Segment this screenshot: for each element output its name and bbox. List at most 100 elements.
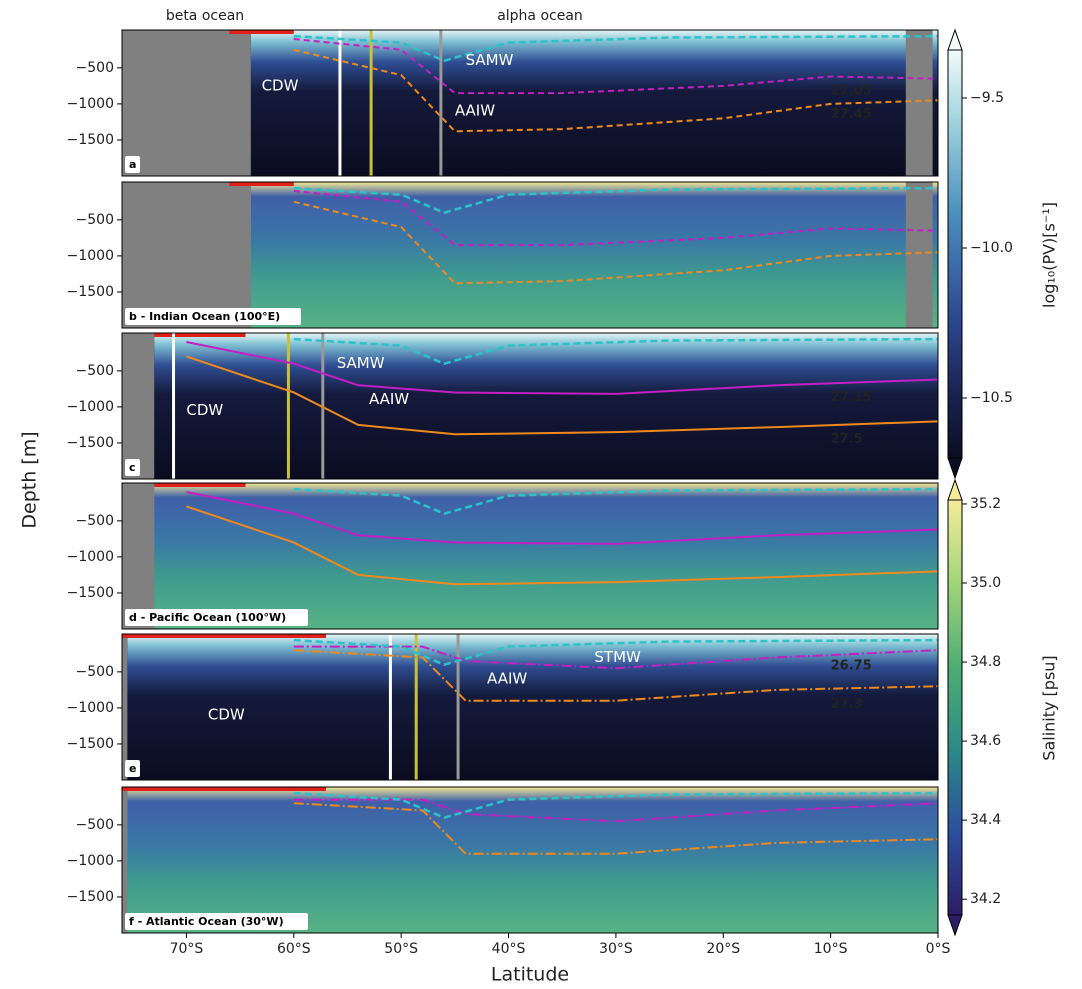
colorbar-extend bbox=[947, 28, 963, 51]
colorbar-tick-label: −10.5 bbox=[970, 390, 1013, 406]
contour bbox=[186, 355, 939, 436]
land bbox=[905, 182, 933, 328]
contour bbox=[186, 341, 939, 395]
contour bbox=[293, 798, 939, 823]
contour-label: 27.45 bbox=[831, 107, 872, 122]
land bbox=[905, 30, 933, 176]
colorbar bbox=[948, 500, 962, 915]
panel-label-box bbox=[125, 459, 140, 476]
contour bbox=[186, 491, 939, 545]
contour bbox=[293, 200, 939, 285]
x-tick-label: 20°S bbox=[706, 941, 740, 957]
water-mass-label: AAIW bbox=[487, 670, 527, 688]
x-tick-label: 50°S bbox=[384, 941, 418, 957]
y-tick-label: −1000 bbox=[67, 248, 114, 264]
panel-label-box bbox=[125, 308, 301, 325]
x-tick-label: 40°S bbox=[492, 941, 526, 957]
contour-label: 27.3 bbox=[831, 697, 863, 712]
frame bbox=[121, 633, 939, 781]
y-tick-label: −500 bbox=[76, 212, 114, 228]
water-mass-label: SAMW bbox=[337, 354, 385, 372]
water-mass-label: SAMW bbox=[466, 51, 514, 69]
y-tick-label: −1500 bbox=[67, 889, 114, 905]
x-tick-label: 70°S bbox=[170, 941, 204, 957]
contour-label: 27.05 bbox=[831, 83, 872, 98]
panel-label-box bbox=[125, 913, 308, 930]
mixed-layer bbox=[293, 34, 939, 62]
colorbar-frame bbox=[947, 49, 963, 459]
frame bbox=[121, 181, 939, 329]
land bbox=[122, 333, 155, 479]
land bbox=[122, 787, 128, 933]
panel-label: e bbox=[129, 762, 136, 775]
contour-label: 26.75 bbox=[831, 659, 872, 674]
y-tick-label: −1500 bbox=[67, 132, 114, 148]
colorbar-tick-label: 34.2 bbox=[970, 891, 1001, 907]
colorbar-tick-label: 35.0 bbox=[970, 575, 1001, 591]
field bbox=[127, 634, 939, 780]
y-tick-label: −500 bbox=[76, 60, 114, 76]
y-tick-label: −1000 bbox=[67, 853, 114, 869]
colorbar-tick-label: 34.6 bbox=[970, 733, 1001, 749]
ice-bar bbox=[229, 30, 294, 34]
land bbox=[122, 182, 251, 328]
frame bbox=[121, 786, 939, 934]
y-tick-label: −1000 bbox=[67, 399, 114, 415]
y-tick-label: −1500 bbox=[67, 585, 114, 601]
colorbar-extend bbox=[947, 457, 963, 480]
y-tick-label: −1500 bbox=[67, 435, 114, 451]
panel-label: c bbox=[129, 461, 136, 474]
ice-bar bbox=[154, 333, 246, 337]
mixed-layer bbox=[293, 186, 939, 214]
y-tick-label: −1000 bbox=[67, 549, 114, 565]
frame bbox=[121, 332, 939, 480]
land bbox=[122, 634, 128, 780]
colorbar bbox=[948, 50, 962, 458]
land bbox=[122, 483, 155, 629]
field bbox=[250, 30, 938, 176]
contour bbox=[293, 645, 939, 670]
land bbox=[122, 30, 251, 176]
colorbar-tick-label: 34.4 bbox=[970, 812, 1001, 828]
field bbox=[154, 483, 939, 629]
water-mass-label: CDW bbox=[262, 76, 299, 94]
x-axis-label: Latitude bbox=[491, 964, 569, 986]
field bbox=[127, 787, 939, 933]
x-tick-label: 10°S bbox=[814, 941, 848, 957]
colorbar-label: Salinity [psu] bbox=[1040, 655, 1059, 760]
contour bbox=[293, 190, 939, 247]
frame bbox=[121, 29, 939, 177]
y-tick-label: −1500 bbox=[67, 284, 114, 300]
contour bbox=[293, 38, 939, 95]
y-tick-label: −500 bbox=[76, 513, 114, 529]
panel-label-box bbox=[125, 760, 140, 777]
ice-bar bbox=[229, 182, 294, 186]
panel-label: b - Indian Ocean (100°E) bbox=[129, 310, 280, 323]
mixed-layer bbox=[293, 638, 939, 666]
water-mass-label: CDW bbox=[186, 401, 223, 419]
contour bbox=[293, 802, 939, 855]
ice-bar bbox=[154, 483, 246, 487]
colorbar-extend bbox=[947, 914, 963, 937]
field bbox=[154, 333, 939, 479]
y-tick-label: −1500 bbox=[67, 736, 114, 752]
water-mass-label: CDW bbox=[208, 706, 245, 724]
colorbar-frame bbox=[947, 499, 963, 916]
y-tick-label: −1000 bbox=[67, 700, 114, 716]
panel-label: f - Atlantic Ocean (30°W) bbox=[129, 915, 284, 928]
water-mass-label: STMW bbox=[594, 648, 641, 666]
x-tick-label: 30°S bbox=[599, 941, 633, 957]
colorbar-tick-label: −9.5 bbox=[970, 90, 1004, 106]
panel-label: d - Pacific Ocean (100°W) bbox=[129, 611, 286, 624]
top-label: beta ocean bbox=[166, 8, 244, 24]
colorbar-extend bbox=[947, 478, 963, 501]
ice-bar bbox=[122, 787, 326, 791]
mixed-layer bbox=[293, 487, 939, 515]
mixed-layer bbox=[293, 791, 939, 819]
colorbar-label: log₁₀(PV)[s⁻¹] bbox=[1040, 202, 1059, 308]
frame bbox=[121, 482, 939, 630]
contour bbox=[293, 48, 939, 133]
contour bbox=[186, 505, 939, 586]
contour-label: 27.15 bbox=[831, 390, 872, 405]
